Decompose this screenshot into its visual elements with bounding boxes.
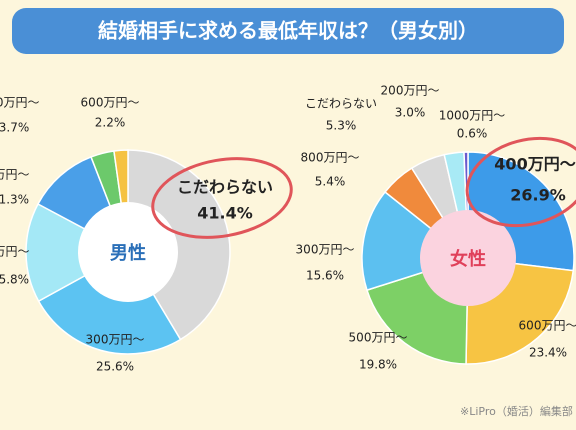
slice-value-label: 3.0% bbox=[395, 106, 426, 120]
center-label: 女性 bbox=[450, 248, 486, 270]
slice-value-label: 0.6% bbox=[457, 127, 488, 141]
source-note: ※LiPro（婚活）編集部 bbox=[460, 404, 573, 418]
slice-value-label: 5.3% bbox=[326, 119, 357, 133]
slice-value-label: 25.6% bbox=[96, 360, 134, 374]
slice-label: こだわらない bbox=[305, 97, 377, 111]
slice-value-label: 2.2% bbox=[95, 116, 126, 130]
slice-label: 400万円～ bbox=[494, 155, 575, 174]
slice-value-label: 11.3% bbox=[0, 193, 29, 207]
slice-label: 200万円～ bbox=[0, 245, 29, 259]
center-label: 男性 bbox=[110, 242, 146, 264]
pie-slice bbox=[25, 202, 130, 303]
highlight-ring bbox=[465, 136, 576, 228]
highlight-ring bbox=[151, 157, 293, 239]
slice-value-label: 19.8% bbox=[359, 358, 397, 372]
slice-label: 800万円～ bbox=[301, 151, 360, 165]
slice-value-label: 41.4% bbox=[197, 204, 253, 223]
slice-value-label: 15.6% bbox=[306, 269, 344, 283]
slice-value-label: 23.4% bbox=[529, 346, 567, 360]
title-bar bbox=[12, 8, 564, 54]
slice-label: 300万円～ bbox=[296, 243, 355, 257]
slice-label: 400万円～ bbox=[0, 168, 29, 182]
slice-value-label: 5.4% bbox=[315, 175, 346, 189]
slice-label: 600万円～ bbox=[519, 319, 576, 333]
slice-label: 600万円～ bbox=[81, 96, 140, 110]
slice-label: 500万円～ bbox=[0, 96, 39, 110]
donut-hole bbox=[78, 202, 178, 302]
chart-title: 結婚相手に求める最低年収は？（男女別） bbox=[98, 19, 478, 43]
pie-slice bbox=[37, 250, 182, 355]
slice-value-label: 3.7% bbox=[0, 121, 29, 135]
slice-label: こだわらない bbox=[177, 178, 273, 197]
slice-value-label: 15.8% bbox=[0, 273, 29, 287]
slice-label: 200万円～ bbox=[381, 84, 440, 98]
slice-value-label: 26.9% bbox=[510, 186, 566, 205]
slice-label: 500万円～ bbox=[349, 331, 408, 345]
slice-label: 300万円～ bbox=[86, 333, 145, 347]
donut-hole bbox=[420, 210, 516, 306]
slice-label: 1000万円～ bbox=[439, 109, 506, 123]
